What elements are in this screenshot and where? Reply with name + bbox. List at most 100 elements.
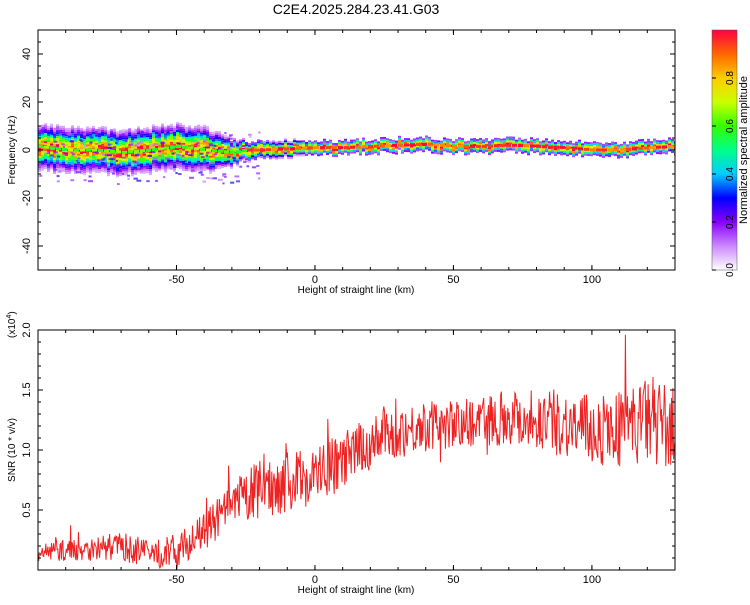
heatmap-cell [128,136,131,139]
heatmap-cell [203,146,206,149]
heatmap-cell [368,143,371,146]
heatmap-cell [290,145,293,148]
heatmap-cell [224,146,227,149]
heatmap-cell [191,166,194,169]
heatmap-cell [71,127,74,130]
heatmap-cell [47,149,50,152]
heatmap-speckle [208,144,214,147]
heatmap-cell [419,146,422,149]
heatmap-cell [437,148,440,151]
heatmap-cell [230,166,233,169]
heatmap-cell [41,168,44,171]
heatmap-cell [482,147,485,150]
heatmap-cell [89,129,92,132]
heatmap-cell [461,140,464,143]
heatmap-cell [428,146,431,149]
heatmap-cell [116,157,119,160]
heatmap-cell [188,151,191,154]
heatmap-cell [89,151,92,154]
heatmap-speckle [44,151,49,154]
heatmap-cell [386,138,389,141]
heatmap-cell [50,123,53,126]
heatmap-cell [197,144,200,147]
heatmap-cell [485,141,488,144]
heatmap-cell [518,139,521,142]
heatmap-cell [398,137,401,140]
heatmap-cell [137,142,140,145]
heatmap-cell [38,157,41,160]
heatmap-cell [44,157,47,160]
heatmap-cell [116,167,119,170]
ridge-marker [272,147,277,151]
heatmap-cell [503,150,506,153]
heatmap-cell [467,152,470,155]
heatmap-cell [200,128,203,131]
heatmap-cell [218,147,221,150]
heatmap-cell [290,157,293,160]
heatmap-cell [182,138,185,141]
heatmap-cell [47,131,50,134]
heatmap-cell [101,145,104,148]
heatmap-cell [611,143,614,146]
heatmap-cell [272,154,275,157]
heatmap-cell [125,149,128,152]
heatmap-cell [161,155,164,158]
heatmap-cell [176,134,179,137]
heatmap-speckle [258,131,261,134]
heatmap-cell [50,161,53,164]
heatmap-cell [371,148,374,151]
heatmap-cell [263,153,266,156]
heatmap-speckle [115,137,120,140]
heatmap-cell [143,135,146,138]
colorbar: 0.00.20.40.60.8 Normalized spectral ampl… [711,29,750,277]
heatmap-cell [194,161,197,164]
heatmap-cell [404,141,407,144]
heatmap-cell [176,130,179,133]
heatmap-cell [95,158,98,161]
heatmap-cell [395,146,398,149]
heatmap-cell [71,167,74,170]
heatmap-cell [47,163,50,166]
heatmap-cell [140,155,143,158]
heatmap-cell [362,147,365,150]
heatmap-cell [101,129,104,132]
heatmap-cell [524,140,527,143]
ridge-marker [56,147,61,151]
heatmap-cell [107,130,110,133]
heatmap-cell [608,147,611,150]
heatmap-cell [113,142,116,145]
heatmap-cell [80,168,83,171]
heatmap-cell [38,169,41,172]
heatmap-cell [659,148,662,151]
heatmap-cell [476,143,479,146]
heatmap-cell [161,151,164,154]
y-tick-label: -20 [21,190,33,206]
heatmap-cell [77,165,80,168]
heatmap-cell [125,137,128,140]
heatmap-speckle [129,140,133,143]
heatmap-cell [170,163,173,166]
heatmap-cell [74,171,77,174]
heatmap-cell [632,151,635,154]
heatmap-cell [104,132,107,135]
heatmap-cell [503,146,506,149]
heatmap-cell [524,142,527,145]
heatmap-cell [215,145,218,148]
heatmap-cell [38,165,41,168]
heatmap-cell [620,151,623,154]
heatmap-cell [206,128,209,131]
heatmap-cell [347,141,350,144]
heatmap-cell [119,130,122,133]
heatmap-cell [257,141,260,144]
heatmap-cell [422,138,425,141]
heatmap-cell [164,160,167,163]
heatmap-cell [563,152,566,155]
heatmap-cell [107,156,110,159]
heatmap-cell [653,138,656,141]
heatmap-cell [566,150,569,153]
heatmap-cell [56,168,59,171]
heatmap-cell [176,124,179,127]
heatmap-cell [185,129,188,132]
heatmap-speckle [115,160,118,163]
ridge-marker [302,146,307,150]
